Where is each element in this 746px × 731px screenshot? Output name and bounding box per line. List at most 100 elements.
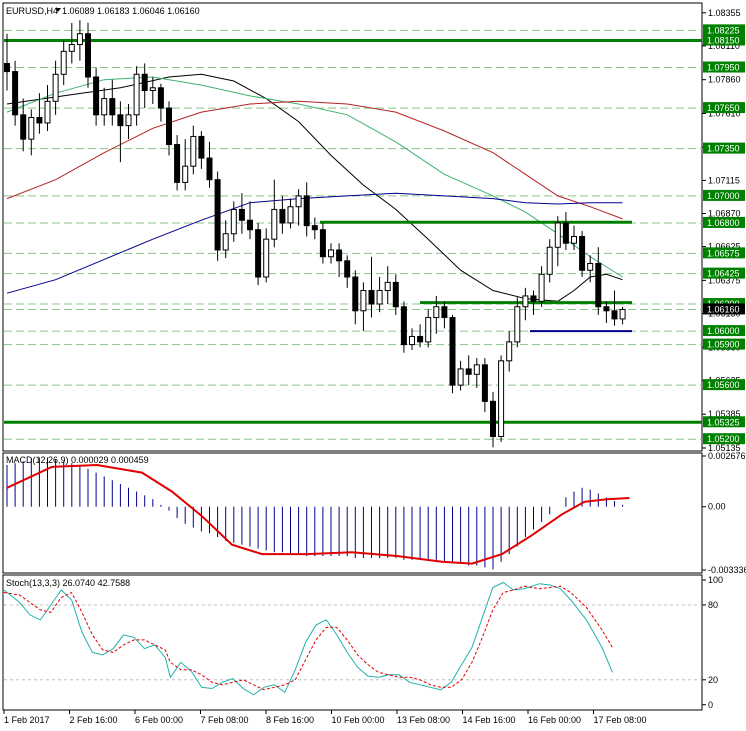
bear-candle	[311, 225, 318, 231]
stoch-tick-label: 20	[708, 675, 718, 685]
bear-candle	[481, 364, 488, 402]
bear-candle	[417, 335, 424, 343]
time-tick-label: 6 Feb 00:00	[135, 715, 183, 725]
bull-candle	[473, 364, 480, 375]
price-axis: 1.083551.081101.078601.076101.073601.071…	[702, 8, 745, 453]
price-tick-label: 1.06625	[708, 242, 741, 252]
time-tick-label: 13 Feb 08:00	[397, 715, 450, 725]
bull-candle	[133, 73, 140, 116]
macd-pane-frame	[2, 452, 703, 574]
price-tag	[703, 34, 745, 46]
bull-candle	[230, 208, 237, 235]
bull-candle	[271, 208, 278, 240]
bull-candle	[538, 273, 545, 302]
stoch-title: Stoch(13,3,3) 26.0740 42.7588	[6, 578, 130, 588]
price-tag	[703, 338, 745, 350]
stoch-tick-label: 0	[708, 700, 713, 710]
price-tag	[703, 102, 745, 114]
price-tag	[703, 189, 745, 201]
bull-candle	[433, 306, 440, 319]
bear-candle	[611, 310, 618, 320]
bull-candle	[149, 87, 156, 91]
stoch-axis: 100 80 20 0	[702, 575, 723, 710]
bear-candle	[303, 195, 310, 227]
bear-candle	[141, 73, 148, 91]
price-tag	[703, 416, 745, 428]
stoch-pane[interactable]: Stoch(13,3,3) 26.0740 42.7588 100 80 20 0	[2, 574, 723, 711]
price-tick-label: 1.06375	[708, 275, 741, 285]
bear-candle	[157, 87, 164, 109]
chart-header-ohlc: 1.06089 1.06183 1.06046 1.06160	[62, 6, 200, 16]
bear-candle	[336, 249, 343, 262]
bull-candle	[44, 100, 51, 124]
bull-candle	[514, 306, 521, 343]
bull-candle	[28, 117, 35, 140]
price-tag	[703, 24, 745, 36]
bull-candle	[222, 233, 229, 251]
bull-candle	[360, 290, 367, 312]
chart-header-symbol: EURUSD,H4	[6, 6, 58, 16]
bear-candle	[85, 33, 91, 78]
bull-candle	[425, 317, 432, 343]
price-tag	[703, 379, 745, 391]
price-tick-label: 1.05385	[708, 409, 741, 419]
price-tag	[703, 325, 745, 337]
price-tag-label: 1.06800	[707, 218, 740, 228]
price-pane[interactable]: EURUSD,H4 1.06089 1.06183 1.06046 1.0616…	[2, 2, 745, 453]
bull-candle	[125, 114, 132, 127]
price-tag-label: 1.08150	[707, 35, 740, 45]
bear-candle	[595, 262, 602, 308]
macd-pane[interactable]: MACD(12,26,9) 0.000029 0.000459 0.002676…	[2, 451, 746, 575]
bear-candle	[490, 400, 496, 437]
time-tick-label: 2 Feb 16:00	[70, 715, 118, 725]
bear-candle	[117, 114, 124, 127]
time-tick-label: 10 Feb 00:00	[332, 715, 385, 725]
bear-candle	[392, 281, 399, 308]
bull-candle	[457, 368, 464, 386]
bear-candle	[174, 144, 181, 183]
bull-candle	[190, 135, 197, 167]
bear-candle	[400, 306, 407, 346]
price-tag	[703, 267, 745, 279]
price-tag	[703, 61, 745, 73]
macd-tick-label: 0.002676	[708, 451, 746, 461]
price-tag-label: 1.07350	[707, 144, 740, 154]
bull-candle	[587, 262, 594, 271]
bear-candle	[449, 317, 456, 386]
bull-candle	[376, 290, 383, 305]
moving-average-line	[6, 76, 623, 278]
price-tag-label: 1.07650	[707, 103, 740, 113]
bull-candle	[263, 238, 270, 278]
bear-candle	[344, 260, 351, 278]
bear-candle	[441, 306, 448, 319]
price-tag-label: 1.05200	[707, 434, 740, 444]
bear-candle	[465, 368, 472, 375]
bull-candle	[409, 335, 415, 346]
price-tick-label: 1.06870	[708, 208, 741, 218]
moving-average-line	[6, 73, 623, 302]
macd-signal-line	[6, 463, 630, 565]
price-tag-label: 1.06575	[707, 248, 740, 258]
time-tick-label: 17 Feb 08:00	[594, 715, 647, 725]
price-tag-label: 1.07950	[707, 63, 740, 73]
stoch-plot	[3, 581, 702, 696]
bear-candle	[198, 135, 205, 159]
bull-candle	[546, 246, 553, 275]
bull-candle	[619, 308, 626, 320]
bear-candle	[109, 98, 116, 116]
price-tag-label: 1.06000	[707, 326, 740, 336]
stoch-pane-frame	[2, 574, 703, 711]
price-tag-label: 1.06425	[707, 269, 740, 279]
bear-candle	[255, 229, 262, 278]
bull-candle	[328, 249, 334, 258]
time-axis: 1 Feb 2017 2 Feb 16:00 6 Feb 00:00 7 Feb 08…	[3, 710, 647, 725]
bull-candle	[506, 341, 513, 362]
bear-candle	[20, 114, 27, 140]
bear-candle	[579, 235, 586, 271]
price-tag	[703, 433, 745, 445]
price-tag-label: 1.07000	[707, 191, 740, 201]
price-tag	[703, 142, 745, 154]
chart-header-arrow-icon	[55, 8, 61, 12]
bear-candle	[12, 71, 19, 116]
